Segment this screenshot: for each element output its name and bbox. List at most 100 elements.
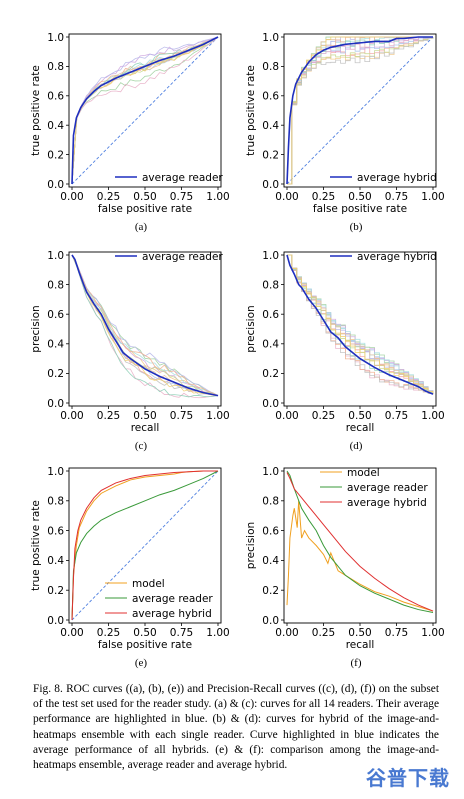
reader-curve bbox=[287, 254, 434, 395]
y-axis-label: precision bbox=[245, 522, 257, 569]
reader-curve bbox=[71, 254, 219, 396]
series-line-average-hybrid bbox=[286, 472, 434, 612]
series-line-average-reader bbox=[286, 470, 434, 614]
x-tick-label: 0.25 bbox=[97, 627, 120, 639]
y-tick-label: 0.8 bbox=[47, 496, 64, 508]
x-tick-label: 0.25 bbox=[312, 410, 335, 422]
x-tick-label: 0.00 bbox=[60, 191, 83, 203]
x-tick-label: 0.50 bbox=[133, 627, 156, 639]
legend: average reader bbox=[115, 172, 223, 184]
reader-curve bbox=[71, 36, 219, 185]
reader-curve bbox=[71, 254, 219, 396]
y-tick-label: 0.4 bbox=[262, 339, 279, 351]
figure-caption: Fig. 8. ROC curves ((a), (b), (e)) and P… bbox=[33, 683, 439, 772]
x-axis-label: false positive rate bbox=[98, 639, 192, 651]
legend-label: average hybrid bbox=[357, 251, 437, 263]
x-tick-label: 0.50 bbox=[348, 410, 371, 422]
y-axis-label: true positive rate bbox=[30, 500, 42, 591]
legend-label: average hybrid bbox=[347, 497, 427, 509]
y-axis-label: precision bbox=[245, 305, 257, 352]
panel-label: (a) bbox=[135, 221, 148, 233]
y-tick-label: 0.4 bbox=[47, 555, 64, 567]
panel-label: (c) bbox=[135, 440, 148, 452]
series-line-average-reader bbox=[71, 254, 219, 397]
legend-label: average reader bbox=[142, 251, 223, 263]
legend-label: average reader bbox=[132, 593, 213, 605]
x-tick-label: 0.75 bbox=[170, 191, 193, 203]
reader-curve bbox=[71, 254, 219, 396]
y-tick-label: 1.0 bbox=[262, 466, 279, 478]
y-tick-label: 0.0 bbox=[262, 615, 279, 627]
x-tick-label: 0.25 bbox=[97, 410, 120, 422]
watermark-logo: 谷普下载 bbox=[366, 766, 450, 790]
y-tick-label: 0.8 bbox=[262, 61, 279, 73]
x-tick-label: 0.25 bbox=[312, 627, 335, 639]
reader-curve bbox=[71, 254, 219, 396]
y-tick-label: 0.4 bbox=[47, 339, 64, 351]
x-tick-label: 0.50 bbox=[133, 410, 156, 422]
series-line-average-hybrid bbox=[71, 470, 218, 621]
x-tick-label: 0.00 bbox=[60, 627, 83, 639]
x-axis-label: false positive rate bbox=[98, 203, 192, 215]
y-axis-label: true positive rate bbox=[30, 65, 42, 156]
y-tick-label: 0.8 bbox=[47, 61, 64, 73]
reader-curve bbox=[287, 254, 434, 395]
panel-label: (f) bbox=[351, 657, 362, 669]
y-tick-label: 0.0 bbox=[47, 179, 64, 191]
reader-curve bbox=[287, 37, 434, 185]
y-tick-label: 1.0 bbox=[47, 32, 64, 44]
reader-curve bbox=[71, 254, 219, 396]
legend: average hybrid bbox=[330, 172, 437, 184]
y-tick-label: 1.0 bbox=[262, 250, 279, 262]
y-tick-label: 0.6 bbox=[47, 309, 64, 321]
chart-panel-e: 0.00 0.25 0.50 0.75 1.00 0.0 0.2 0.4 0.6 0.8 1.0 fa… bbox=[30, 466, 230, 669]
legend-label: average hybrid bbox=[132, 608, 212, 620]
reader-curve bbox=[287, 254, 434, 395]
x-tick-label: 0.25 bbox=[97, 191, 120, 203]
reader-curve bbox=[71, 254, 219, 398]
series-line-average-hybrid bbox=[286, 254, 434, 395]
y-axis-label: precision bbox=[30, 305, 42, 352]
chart-panel-f: 0.00 0.25 0.50 0.75 1.00 0.0 0.2 0.4 0.6 0.8 1.0 re… bbox=[245, 466, 445, 669]
x-tick-label: 1.00 bbox=[206, 191, 229, 203]
y-tick-label: 0.2 bbox=[47, 368, 64, 380]
reader-curve bbox=[71, 254, 219, 396]
panel-label: (d) bbox=[350, 440, 363, 452]
x-tick-label: 0.50 bbox=[348, 627, 371, 639]
reader-curve bbox=[287, 254, 434, 395]
legend-label: average reader bbox=[142, 172, 223, 184]
x-axis-label: recall bbox=[346, 422, 375, 434]
y-tick-label: 0.0 bbox=[262, 179, 279, 191]
reader-curve bbox=[71, 254, 219, 396]
reader-curve bbox=[71, 254, 219, 396]
figure: 0.00 0.25 0.50 0.75 1.00 0.0 0.2 0.4 0.6 0.8 1.0 fa… bbox=[30, 32, 445, 669]
plot-frame bbox=[68, 33, 222, 188]
legend: model average reader average hybrid bbox=[320, 467, 428, 509]
y-tick-label: 0.6 bbox=[47, 91, 64, 103]
x-tick-label: 0.25 bbox=[312, 191, 335, 203]
y-tick-label: 0.6 bbox=[47, 525, 64, 537]
reader-curve bbox=[287, 254, 434, 395]
x-tick-label: 0.00 bbox=[275, 410, 298, 422]
reader-curve bbox=[287, 254, 434, 395]
x-tick-label: 0.75 bbox=[170, 410, 193, 422]
y-tick-label: 0.2 bbox=[47, 149, 64, 161]
y-tick-label: 0.0 bbox=[47, 398, 64, 410]
reader-curve bbox=[71, 254, 219, 396]
x-axis-label: false positive rate bbox=[313, 203, 407, 215]
chart-panel-c: 0.00 0.25 0.50 0.75 1.00 0.0 0.2 0.4 0.6 0.8 1.0 re… bbox=[30, 250, 230, 452]
legend: model average reader average hybrid bbox=[105, 578, 213, 620]
x-tick-label: 1.00 bbox=[421, 191, 444, 203]
x-tick-label: 0.75 bbox=[385, 191, 408, 203]
y-tick-label: 0.6 bbox=[262, 91, 279, 103]
reader-curve bbox=[287, 254, 434, 395]
legend-label: average reader bbox=[347, 482, 428, 494]
x-tick-label: 1.00 bbox=[206, 627, 229, 639]
panel-label: (b) bbox=[350, 221, 363, 233]
y-tick-label: 1.0 bbox=[47, 250, 64, 262]
reader-curve bbox=[287, 254, 434, 395]
x-tick-label: 0.00 bbox=[275, 627, 298, 639]
y-tick-label: 0.6 bbox=[262, 309, 279, 321]
y-tick-label: 0.4 bbox=[262, 555, 279, 567]
y-tick-label: 0.4 bbox=[262, 120, 279, 132]
